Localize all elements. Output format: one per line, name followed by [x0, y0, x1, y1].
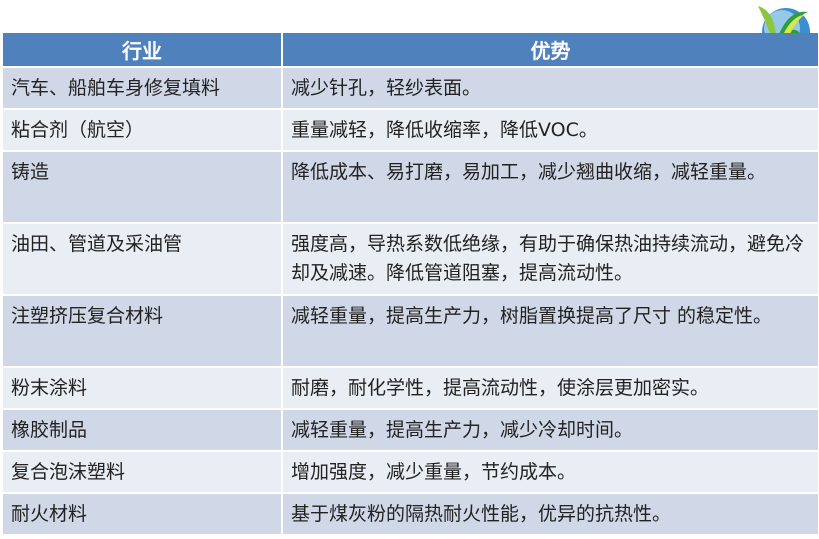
table-row: 耐火材料 基于煤灰粉的隔热耐火性能，优异的抗热性。 [3, 494, 818, 534]
table-row: 铸造 降低成本、易打磨，易加工，减少翘曲收缩，减轻重量。 [3, 152, 818, 222]
table-row: 粘合剂（航空） 重量减轻，降低收缩率，降低VOC。 [3, 110, 818, 150]
advantage-cell: 减少针孔，轻纱表面。 [283, 68, 818, 108]
industry-cell: 橡胶制品 [3, 410, 281, 450]
table-row: 粉末涂料 耐磨，耐化学性，提高流动性，使涂层更加密实。 [3, 368, 818, 408]
advantage-cell: 增加强度，减少重量，节约成本。 [283, 452, 818, 492]
industry-cell: 油田、管道及采油管 [3, 224, 281, 294]
industry-advantage-table: 行业 优势 汽车、船舶车身修复填料 减少针孔，轻纱表面。 粘合剂（航空） 重量减轻，… [1, 31, 819, 536]
industry-cell: 粉末涂料 [3, 368, 281, 408]
industry-cell: 复合泡沫塑料 [3, 452, 281, 492]
advantage-cell: 降低成本、易打磨，易加工，减少翘曲收缩，减轻重量。 [283, 152, 818, 222]
table-row: 汽车、船舶车身修复填料 减少针孔，轻纱表面。 [3, 68, 818, 108]
advantage-cell: 减轻重量，提高生产力，减少冷却时间。 [283, 410, 818, 450]
industry-cell: 汽车、船舶车身修复填料 [3, 68, 281, 108]
industry-cell: 铸造 [3, 152, 281, 222]
industry-cell: 注塑挤压复合材料 [3, 296, 281, 366]
table-header-row: 行业 优势 [3, 33, 818, 66]
advantage-cell: 耐磨，耐化学性，提高流动性，使涂层更加密实。 [283, 368, 818, 408]
industry-cell: 粘合剂（航空） [3, 110, 281, 150]
table-row: 复合泡沫塑料 增加强度，减少重量，节约成本。 [3, 452, 818, 492]
advantage-cell: 减轻重量，提高生产力，树脂置换提高了尺寸 的稳定性。 [283, 296, 818, 366]
table-row: 注塑挤压复合材料 减轻重量，提高生产力，树脂置换提高了尺寸 的稳定性。 [3, 296, 818, 366]
industry-cell: 耐火材料 [3, 494, 281, 534]
header-advantage: 优势 [283, 33, 818, 66]
advantage-cell: 基于煤灰粉的隔热耐火性能，优异的抗热性。 [283, 494, 818, 534]
advantage-cell: 重量减轻，降低收缩率，降低VOC。 [283, 110, 818, 150]
table-row: 橡胶制品 减轻重量，提高生产力，减少冷却时间。 [3, 410, 818, 450]
advantage-cell: 强度高，导热系数低绝缘，有助于确保热油持续流动，避免冷却及减速。降低管道阻塞，提… [283, 224, 818, 294]
header-industry: 行业 [3, 33, 281, 66]
table-row: 油田、管道及采油管 强度高，导热系数低绝缘，有助于确保热油持续流动，避免冷却及减速… [3, 224, 818, 294]
